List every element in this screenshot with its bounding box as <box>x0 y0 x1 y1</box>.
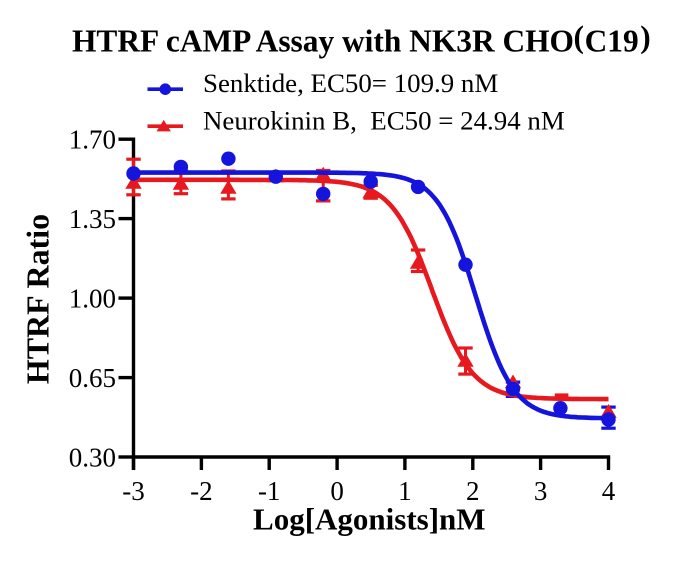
svg-text:1: 1 <box>398 476 412 506</box>
svg-text:Senktide, EC50= 109.9 nM: Senktide, EC50= 109.9 nM <box>203 68 498 98</box>
svg-text:0.65: 0.65 <box>69 363 116 393</box>
svg-text:0.30: 0.30 <box>69 443 116 473</box>
svg-text:-2: -2 <box>190 476 213 506</box>
svg-text:1.70: 1.70 <box>69 125 116 155</box>
svg-text:4: 4 <box>602 476 616 506</box>
svg-text:1.00: 1.00 <box>69 284 116 314</box>
svg-text:1.35: 1.35 <box>69 204 116 234</box>
svg-text:0: 0 <box>330 476 344 506</box>
svg-text:2: 2 <box>466 476 480 506</box>
svg-text:3: 3 <box>534 476 548 506</box>
svg-text:HTRF Ratio: HTRF Ratio <box>20 214 56 384</box>
svg-text:HTRF cAMP Assay with NK3R CHO(: HTRF cAMP Assay with NK3R CHO(C19) <box>72 19 651 58</box>
svg-text:Neurokinin B, EC50 = 24.94 nM: Neurokinin B, EC50 = 24.94 nM <box>203 105 565 135</box>
svg-text:-1: -1 <box>258 476 281 506</box>
svg-text:-3: -3 <box>122 476 145 506</box>
svg-text:Log[Agonists]nM: Log[Agonists]nM <box>253 502 486 537</box>
